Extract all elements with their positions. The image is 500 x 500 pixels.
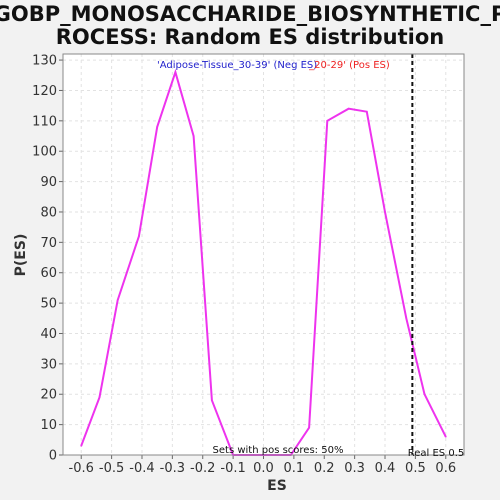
series-point-12 <box>308 426 310 429</box>
y-tick-label-6: 60 <box>40 266 57 281</box>
y-tick-label-7: 70 <box>40 236 57 251</box>
y-tick-label-2: 20 <box>40 388 57 403</box>
series-point-18 <box>423 393 426 396</box>
legend-pos-es: _20-29' (Pos ES) <box>308 60 390 71</box>
y-tick-label-13: 130 <box>32 54 57 69</box>
y-tick-label-10: 100 <box>32 145 57 160</box>
series-point-2 <box>116 299 119 301</box>
chart-title-line-2: ROCESS: Random ES distribution <box>56 25 444 49</box>
y-tick-label-11: 110 <box>32 114 57 129</box>
x-tick-label-0: -0.6 <box>69 461 94 476</box>
y-tick-label-9: 90 <box>40 175 57 190</box>
x-tick-label-2: -0.4 <box>129 461 154 476</box>
series-point-3 <box>138 235 140 238</box>
pos-scores-annotation: Sets with pos scores: 50% <box>213 445 344 456</box>
x-tick-label-10: 0.4 <box>375 461 396 476</box>
grid-lines <box>63 54 464 456</box>
series-point-5 <box>174 71 177 74</box>
y-tick-label-4: 40 <box>40 327 57 342</box>
y-tick-label-5: 50 <box>40 297 57 312</box>
series-point-6 <box>192 135 195 137</box>
legend-neg-es: 'Adipose-Tissue_30-39' (Neg ES) <box>157 60 317 71</box>
y-tick-label-12: 120 <box>32 84 57 99</box>
series-point-19 <box>444 435 447 438</box>
legend-neg-label: 'Adipose-Tissue_30-39' (Neg ES)_20-29' (… <box>157 60 390 71</box>
y-axis-label: P(ES) <box>13 234 29 277</box>
x-tick-label-1: -0.5 <box>99 461 124 476</box>
plot-border <box>62 53 465 456</box>
real-es-label: Real ES 0.5 <box>408 448 464 459</box>
x-tick-label-3: -0.3 <box>160 461 185 476</box>
y-tick-label-3: 30 <box>40 357 57 372</box>
x-tick-label-11: 0.5 <box>405 461 426 476</box>
series-point-1 <box>98 396 101 399</box>
series-point-0 <box>80 445 83 447</box>
axis-ticks: -0.6 -0.5 -0.4 -0.3 -0.2 -0.1 0.0 0.1 0.2 0.3 0.4 0… <box>32 54 456 476</box>
series-point-16 <box>384 211 386 213</box>
y-tick-label-0: 0 <box>49 449 57 464</box>
x-tick-label-12: 0.6 <box>435 461 456 476</box>
x-tick-label-9: 0.3 <box>344 461 365 476</box>
x-tick-label-7: 0.1 <box>284 461 305 476</box>
x-tick-label-6: 0.0 <box>253 461 274 476</box>
y-tick-label-1: 10 <box>40 418 57 433</box>
x-tick-label-4: -0.2 <box>190 461 215 476</box>
series-point-13 <box>326 120 329 122</box>
series-point-7 <box>211 399 213 402</box>
series-point-17 <box>405 317 408 320</box>
x-tick-label-5: -0.1 <box>220 461 245 476</box>
y-tick-label-8: 80 <box>40 205 57 220</box>
series-point-14 <box>347 107 350 110</box>
series-point-4 <box>156 126 158 128</box>
series-point-15 <box>365 110 368 113</box>
chart-title-line-1: GOBP_MONOSACCHARIDE_BIOSYNTHETIC_P <box>0 2 500 26</box>
x-tick-label-8: 0.2 <box>314 461 335 476</box>
x-axis-label: ES <box>267 478 287 494</box>
